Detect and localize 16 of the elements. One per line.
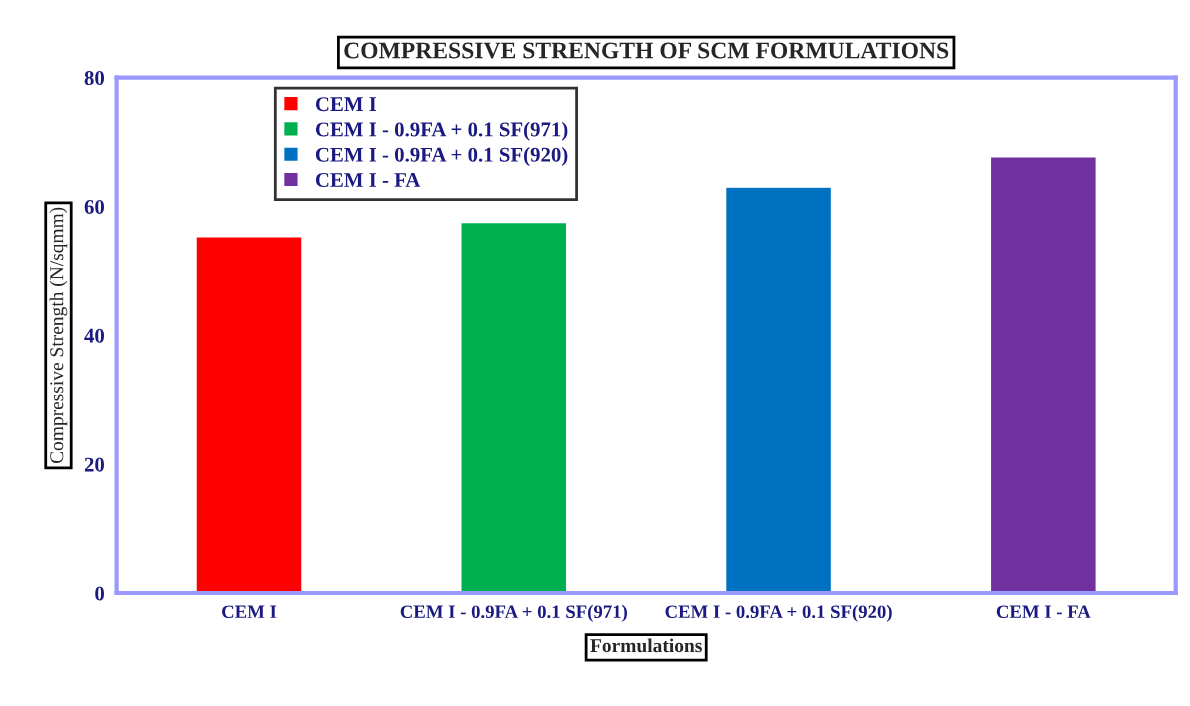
x-tick-label: CEM I - 0.9FA + 0.1 SF(920) (665, 604, 892, 622)
y-tick-label: 40 (84, 328, 105, 343)
y-tick-label: 60 (84, 199, 105, 214)
chart-title: COMPRESSIVE STRENGTH OF SCM FORMULATIONS (344, 42, 949, 59)
legend-label: CEM I - 0.9FA + 0.1 SF(971) (315, 121, 568, 141)
y-tick-label: 0 (95, 586, 105, 601)
y-axis-title: Compressive Strength (N/sqmm) (49, 207, 68, 464)
x-tick-label: CEM I (222, 605, 277, 619)
y-tick-label: 20 (84, 457, 105, 472)
x-tick-label: CEM I - 0.9FA + 0.1 SF(971) (400, 604, 627, 622)
x-tick-label: CEM I - FA (996, 605, 1091, 619)
legend-label: CEM I (315, 97, 377, 112)
legend-label: CEM I - FA (315, 173, 421, 188)
y-tick-label: 80 (84, 71, 105, 86)
x-axis-title: Formulations (590, 638, 702, 653)
legend-label: CEM I - 0.9FA + 0.1 SF(920) (315, 147, 568, 166)
